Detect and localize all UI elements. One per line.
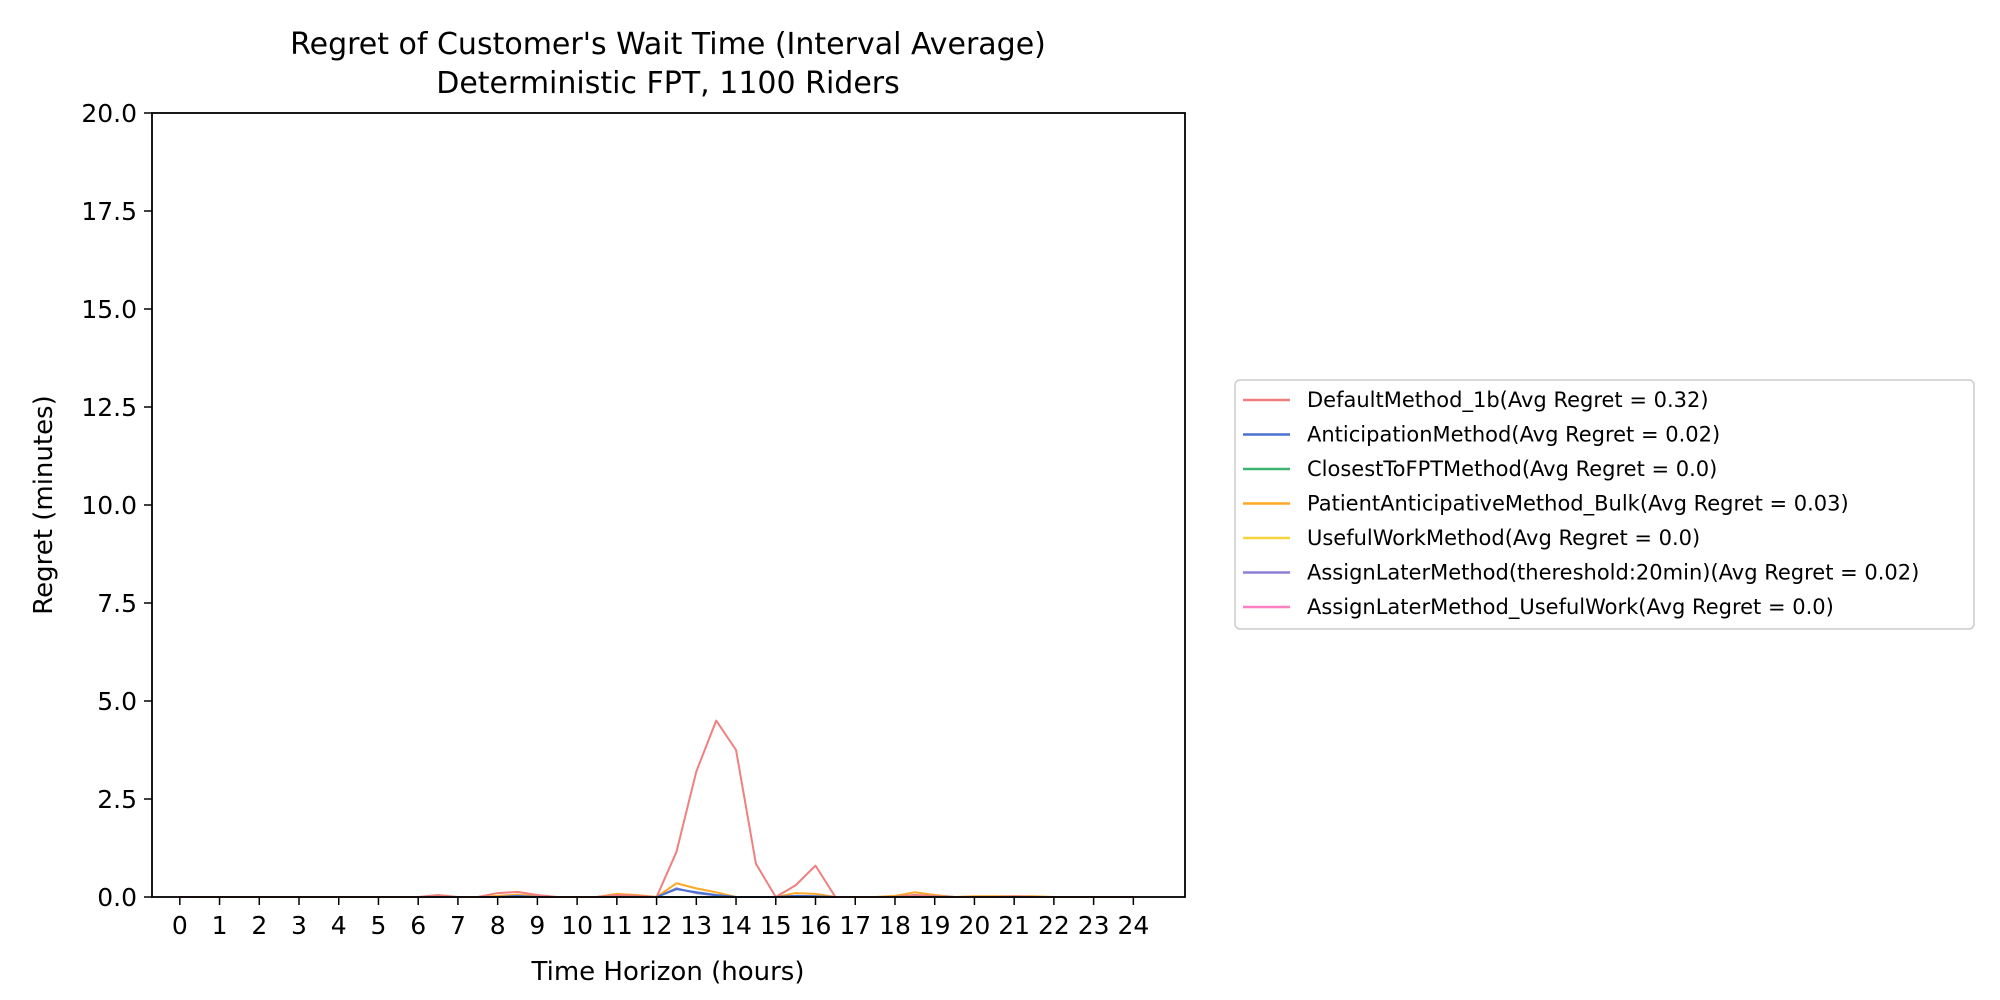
x-tick-label: 23 <box>1078 911 1110 940</box>
x-tick-label: 7 <box>450 911 466 940</box>
legend-label: ClosestToFPTMethod(Avg Regret = 0.0) <box>1307 457 1717 481</box>
x-tick-label: 24 <box>1117 911 1149 940</box>
x-tick-label: 10 <box>561 911 593 940</box>
legend-label: AssignLaterMethod(thereshold:20min)(Avg … <box>1307 561 1919 585</box>
legend: DefaultMethod_1b(Avg Regret = 0.32) Antic… <box>1234 379 1975 630</box>
x-tick-label: 3 <box>291 911 307 940</box>
chart-subtitle: Deterministic FPT, 1100 Riders <box>436 66 900 101</box>
x-tick-label: 9 <box>529 911 545 940</box>
x-tick-label: 12 <box>641 911 673 940</box>
y-tick-label: 7.5 <box>97 589 137 618</box>
x-tick-label: 19 <box>919 911 951 940</box>
x-tick-label: 20 <box>959 911 991 940</box>
x-tick-label: 5 <box>371 911 387 940</box>
x-tick-label: 6 <box>410 911 426 940</box>
legend-label: DefaultMethod_1b(Avg Regret = 0.32) <box>1307 388 1709 413</box>
x-tick-label: 21 <box>998 911 1030 940</box>
y-tick-label: 5.0 <box>97 687 137 716</box>
legend-items: DefaultMethod_1b(Avg Regret = 0.32) Antic… <box>1243 388 1919 620</box>
legend-label: PatientAnticipativeMethod_Bulk(Avg Regre… <box>1307 492 1849 517</box>
y-axis: 0.0 2.5 5.0 7.5 10.0 12.5 15.0 17.5 20.0 <box>81 99 152 912</box>
x-axis: 0 1 2 3 4 5 6 7 8 9 10 11 12 13 14 15 16 17 18 19 20 21 22 23 24 <box>172 897 1149 940</box>
chart-title: Regret of Customer's Wait Time (Interval… <box>290 27 1046 62</box>
x-tick-label: 1 <box>212 911 228 940</box>
x-tick-label: 14 <box>720 911 752 940</box>
x-tick-label: 13 <box>680 911 712 940</box>
x-tick-label: 11 <box>601 911 633 940</box>
legend-label: UsefulWorkMethod(Avg Regret = 0.0) <box>1307 526 1700 550</box>
y-tick-label: 15.0 <box>81 295 137 324</box>
y-tick-label: 20.0 <box>81 99 137 128</box>
y-axis-label: Regret (minutes) <box>29 395 59 615</box>
legend-label: AnticipationMethod(Avg Regret = 0.02) <box>1307 423 1720 447</box>
x-axis-label: Time Horizon (hours) <box>531 957 805 987</box>
x-tick-label: 4 <box>331 911 347 940</box>
x-tick-label: 18 <box>879 911 911 940</box>
y-tick-label: 12.5 <box>81 393 137 422</box>
legend-label: AssignLaterMethod_UsefulWork(Avg Regret … <box>1307 595 1834 620</box>
x-tick-label: 22 <box>1038 911 1070 940</box>
y-tick-label: 10.0 <box>81 491 137 520</box>
x-tick-label: 15 <box>760 911 792 940</box>
y-tick-label: 0.0 <box>97 883 137 912</box>
x-tick-label: 0 <box>172 911 188 940</box>
y-tick-label: 2.5 <box>97 785 137 814</box>
x-tick-label: 2 <box>251 911 267 940</box>
x-tick-label: 16 <box>800 911 832 940</box>
x-tick-label: 8 <box>490 911 506 940</box>
y-tick-label: 17.5 <box>81 197 137 226</box>
plot-area <box>152 113 1185 897</box>
legend-box <box>1234 379 1975 630</box>
x-tick-label: 17 <box>839 911 871 940</box>
